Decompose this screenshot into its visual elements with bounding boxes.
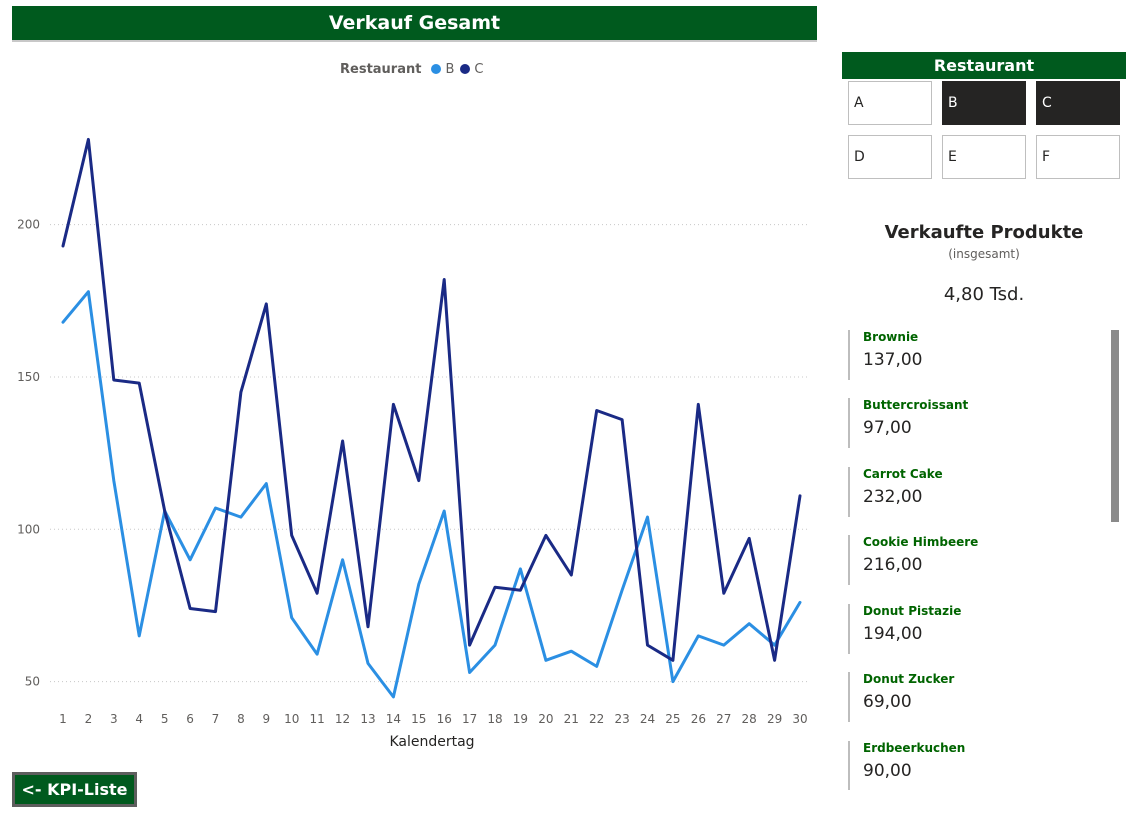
product-card: Buttercroissant 97,00	[848, 398, 1088, 448]
product-card: Donut Zucker 69,00	[848, 672, 1088, 722]
y-tick-label: 50	[25, 675, 40, 689]
product-name: Donut Zucker	[863, 672, 955, 686]
x-tick-label: 25	[665, 712, 680, 726]
product-list[interactable]: Brownie 137,00 Buttercroissant 97,00 Car…	[848, 330, 1103, 790]
back-to-kpi-list-button[interactable]: <- KPI-Liste	[12, 772, 137, 807]
x-tick-label: 21	[564, 712, 579, 726]
slicer-option-label: F	[1042, 149, 1051, 165]
legend-title: Restaurant	[340, 61, 422, 77]
x-tick-label: 16	[437, 712, 452, 726]
x-tick-label: 14	[386, 712, 401, 726]
x-tick-label: 27	[716, 712, 731, 726]
y-tick-label: 150	[17, 370, 40, 384]
x-tick-label: 20	[538, 712, 553, 726]
slicer-option-label: C	[1042, 95, 1052, 111]
legend-item-c[interactable]: C	[460, 62, 483, 77]
x-tick-label: 23	[614, 712, 629, 726]
product-name: Erdbeerkuchen	[863, 741, 966, 755]
x-tick-label: 26	[691, 712, 706, 726]
slicer-header: Restaurant	[842, 52, 1126, 79]
page-title: Verkauf Gesamt	[12, 6, 817, 42]
product-value: 216,00	[863, 555, 923, 575]
slicer-option-f[interactable]: F	[1036, 135, 1120, 179]
product-list-scrollbar[interactable]	[1111, 330, 1119, 522]
product-value: 137,00	[863, 350, 923, 370]
product-value: 97,00	[863, 418, 912, 438]
y-tick-label: 100	[17, 522, 40, 536]
slicer-option-d[interactable]: D	[848, 135, 932, 179]
x-tick-label: 28	[742, 712, 757, 726]
x-tick-label: 2	[85, 712, 93, 726]
x-tick-label: 29	[767, 712, 782, 726]
x-tick-label: 7	[212, 712, 220, 726]
slicer-option-label: A	[854, 95, 864, 111]
x-tick-label: 11	[309, 712, 324, 726]
product-value: 232,00	[863, 487, 923, 507]
x-tick-label: 24	[640, 712, 655, 726]
slicer-option-label: B	[948, 95, 958, 111]
x-tick-label: 22	[589, 712, 604, 726]
product-name: Donut Pistazie	[863, 604, 962, 618]
slicer-option-label: D	[854, 149, 865, 165]
x-tick-label: 19	[513, 712, 528, 726]
product-card: Carrot Cake 232,00	[848, 467, 1088, 517]
x-tick-label: 10	[284, 712, 299, 726]
legend-label-c: C	[474, 61, 484, 77]
x-tick-label: 6	[186, 712, 194, 726]
slicer-option-a[interactable]: A	[848, 81, 932, 125]
product-card: Brownie 137,00	[848, 330, 1088, 380]
slicer-header-text: Restaurant	[933, 56, 1035, 75]
x-tick-label: 1	[59, 712, 67, 726]
x-tick-label: 3	[110, 712, 118, 726]
kpi-subtitle: (insgesamt)	[948, 247, 1020, 261]
x-tick-label: 15	[411, 712, 426, 726]
slicer-option-c[interactable]: C	[1036, 81, 1120, 125]
product-name: Brownie	[863, 330, 919, 344]
x-tick-label: 5	[161, 712, 169, 726]
x-tick-label: 8	[237, 712, 245, 726]
product-card: Donut Pistazie 194,00	[848, 604, 1088, 654]
product-card: Cookie Himbeere 216,00	[848, 535, 1088, 585]
product-name: Buttercroissant	[863, 398, 969, 412]
x-tick-label: 13	[360, 712, 375, 726]
slicer-option-b[interactable]: B	[942, 81, 1026, 125]
x-tick-label: 17	[462, 712, 477, 726]
series-line-c	[61, 137, 802, 662]
chart-legend: Restaurant B C	[340, 59, 489, 79]
series-line-b	[61, 290, 802, 699]
legend-item-b[interactable]: B	[431, 62, 454, 77]
slicer-option-label: E	[948, 149, 957, 165]
product-value: 90,00	[863, 761, 912, 781]
x-tick-label: 18	[487, 712, 502, 726]
product-value: 194,00	[863, 624, 923, 644]
x-tick-label: 4	[135, 712, 143, 726]
back-button-label: <- KPI-Liste	[21, 780, 128, 799]
product-value: 69,00	[863, 692, 912, 712]
x-tick-label: 30	[792, 712, 807, 726]
slicer-option-e[interactable]: E	[942, 135, 1026, 179]
x-axis-label: Kalendertag	[389, 734, 474, 750]
kpi-value: 4,80 Tsd.	[943, 284, 1025, 305]
y-tick-label: 200	[17, 218, 40, 232]
product-name: Carrot Cake	[863, 467, 943, 481]
x-tick-label: 9	[262, 712, 270, 726]
product-card: Erdbeerkuchen 90,00	[848, 741, 1088, 790]
legend-label-b: B	[445, 61, 455, 77]
legend-dot-c	[460, 64, 471, 74]
kpi-title: Verkaufte Produkte	[884, 222, 1084, 243]
legend-dot-b	[431, 64, 442, 74]
product-name: Cookie Himbeere	[863, 535, 979, 549]
page-title-text: Verkauf Gesamt	[328, 12, 501, 34]
x-tick-label: 12	[335, 712, 350, 726]
